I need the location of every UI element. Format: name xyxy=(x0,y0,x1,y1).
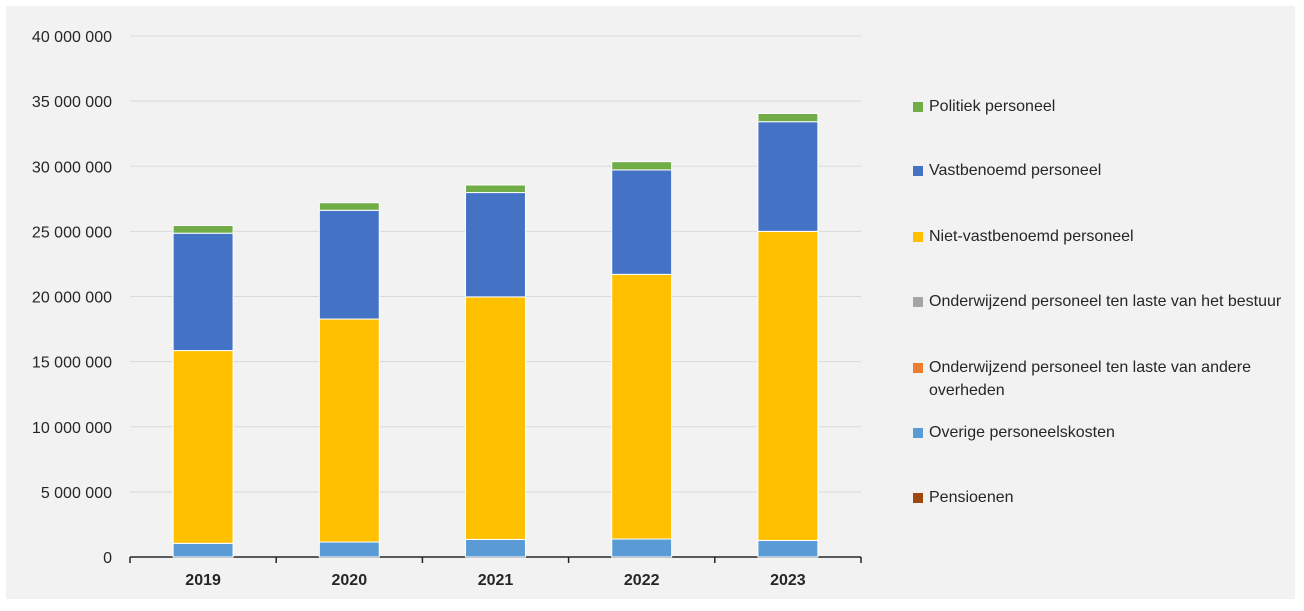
bar-segment xyxy=(465,538,526,558)
legend-item: Vastbenoemd personeel xyxy=(913,159,1293,182)
legend-label: Onderwijzend personeel ten laste van het… xyxy=(929,293,1282,310)
bar-segment xyxy=(757,121,819,232)
y-tick-label: 40 000 000 xyxy=(32,29,112,46)
legend-item: Niet-vastbenoemd personeel xyxy=(913,225,1293,248)
legend-swatch xyxy=(913,363,923,373)
bar-segment xyxy=(318,541,380,558)
bar-segment xyxy=(611,273,673,540)
bar-segment xyxy=(318,209,380,320)
bar-segment xyxy=(172,542,234,558)
x-tick-label: 2021 xyxy=(478,572,514,589)
legend-swatch xyxy=(913,493,923,503)
bar-segment xyxy=(318,318,380,543)
y-tick-label: 10 000 000 xyxy=(32,420,112,437)
y-tick-label: 0 xyxy=(103,550,112,567)
bar-segment xyxy=(757,539,819,558)
legend-swatch xyxy=(913,428,923,438)
chart: 0 5 000 000 10 000 000 15 000 000 20 000 000… xyxy=(6,6,1295,599)
legend-swatch xyxy=(913,297,923,307)
legend-item: Pensioenen xyxy=(913,486,1293,509)
y-tick-label: 5 000 000 xyxy=(41,485,112,502)
bar-segment xyxy=(611,161,673,171)
legend-item: Overige personeelskosten xyxy=(913,421,1293,444)
x-tick-label: 2020 xyxy=(332,572,368,589)
plot-area: 0 5 000 000 10 000 000 15 000 000 20 000 000… xyxy=(32,29,862,589)
bar-segment xyxy=(172,232,234,352)
legend-swatch xyxy=(913,102,923,112)
y-tick-label: 15 000 000 xyxy=(32,355,112,372)
y-tick-label: 35 000 000 xyxy=(32,94,112,111)
legend-item: Onderwijzend personeel ten laste van het… xyxy=(913,290,1293,313)
x-tick-label: 2019 xyxy=(185,572,221,589)
bar-segment xyxy=(318,202,380,211)
bar-segment xyxy=(465,184,526,194)
bar-segment xyxy=(172,350,234,544)
bar-segment xyxy=(757,230,819,541)
bar-segment xyxy=(611,538,673,558)
legend: Politiek personeel Vastbenoemd personeel N… xyxy=(913,6,1293,599)
y-tick-label: 30 000 000 xyxy=(32,159,112,176)
legend-swatch xyxy=(913,232,923,242)
bar-segment xyxy=(757,112,819,123)
y-tick-label: 20 000 000 xyxy=(32,290,112,307)
bar-segment xyxy=(172,225,234,234)
legend-label: Overige personeelskosten xyxy=(929,424,1115,441)
legend-label: Vastbenoemd personeel xyxy=(929,162,1102,179)
legend-label: Onderwijzend personeel ten laste van and… xyxy=(929,359,1251,399)
legend-label: Pensioenen xyxy=(929,489,1014,506)
bar-segment xyxy=(611,169,673,275)
legend-swatch xyxy=(913,166,923,176)
x-tick-label: 2022 xyxy=(624,572,660,589)
x-tick-label: 2023 xyxy=(770,572,806,589)
legend-item: Politiek personeel xyxy=(913,95,1293,118)
bar-segment xyxy=(465,296,526,540)
legend-label: Niet-vastbenoemd personeel xyxy=(929,228,1134,245)
legend-label: Politiek personeel xyxy=(929,98,1056,115)
y-tick-label: 25 000 000 xyxy=(32,224,112,241)
legend-item: Onderwijzend personeel ten laste van and… xyxy=(913,356,1293,402)
bar-segment xyxy=(465,192,526,298)
